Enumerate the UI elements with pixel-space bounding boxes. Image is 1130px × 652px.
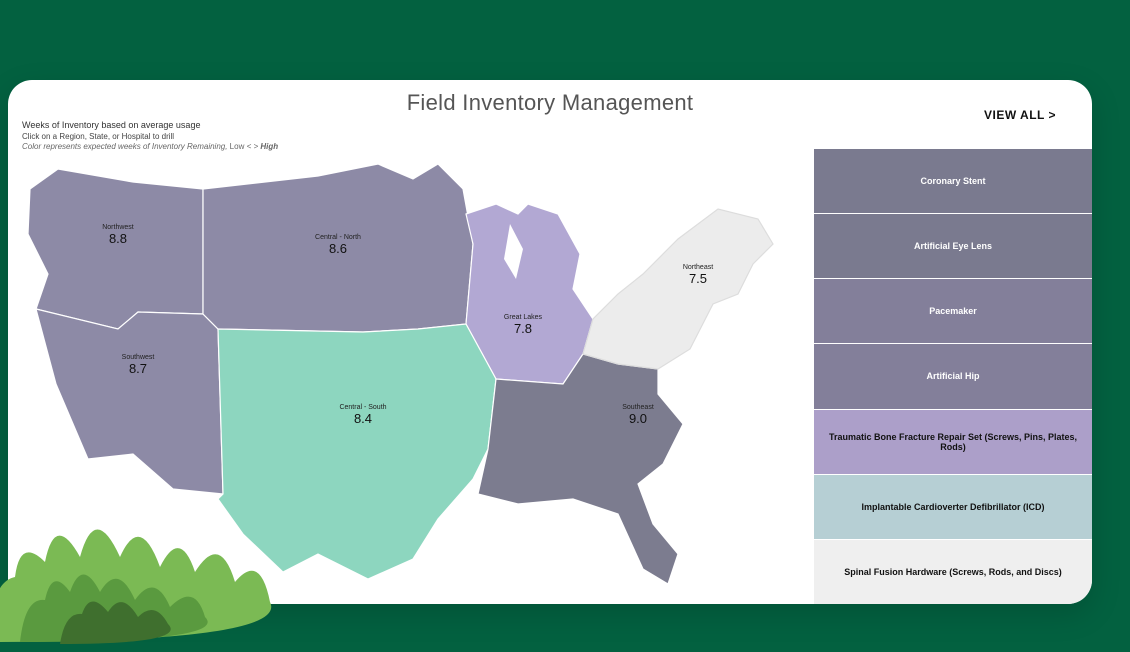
subtitle-line3: Color represents expected weeks of Inven… xyxy=(22,142,278,152)
sidebar-item-5[interactable]: Implantable Cardioverter Defibrillator (… xyxy=(814,474,1092,539)
subtitle-block: Weeks of Inventory based on average usag… xyxy=(22,120,278,152)
region-northeast[interactable] xyxy=(583,209,773,369)
region-great-lakes[interactable] xyxy=(466,204,593,384)
region-central-north[interactable] xyxy=(203,164,473,332)
us-map-svg xyxy=(18,154,798,594)
view-all-link[interactable]: VIEW ALL > xyxy=(984,108,1056,122)
region-central-south[interactable] xyxy=(218,324,496,579)
region-northwest[interactable] xyxy=(28,169,203,329)
sidebar-item-2[interactable]: Pacemaker xyxy=(814,278,1092,343)
subtitle-high: High xyxy=(260,142,278,151)
dashboard-card: Field Inventory Management Weeks of Inve… xyxy=(8,80,1092,604)
map-area: Northwest8.8Southwest8.7Central - North8… xyxy=(18,154,798,594)
page-title: Field Inventory Management xyxy=(8,90,1092,116)
subtitle-prefix: Color represents expected weeks of Inven… xyxy=(22,142,230,151)
subtitle-line2: Click on a Region, State, or Hospital to… xyxy=(22,132,278,142)
region-southeast[interactable] xyxy=(478,354,683,584)
sidebar-item-0[interactable]: Coronary Stent xyxy=(814,148,1092,213)
sidebar-item-6[interactable]: Spinal Fusion Hardware (Screws, Rods, an… xyxy=(814,539,1092,604)
subtitle-line1: Weeks of Inventory based on average usag… xyxy=(22,120,278,132)
subtitle-mid: < > xyxy=(244,142,260,151)
sidebar-item-3[interactable]: Artificial Hip xyxy=(814,343,1092,408)
sidebar-item-1[interactable]: Artificial Eye Lens xyxy=(814,213,1092,278)
sidebar-item-4[interactable]: Traumatic Bone Fracture Repair Set (Scre… xyxy=(814,409,1092,474)
product-sidebar: Coronary StentArtificial Eye LensPacemak… xyxy=(814,148,1092,604)
region-southwest[interactable] xyxy=(36,309,223,494)
subtitle-low: Low xyxy=(230,142,245,151)
